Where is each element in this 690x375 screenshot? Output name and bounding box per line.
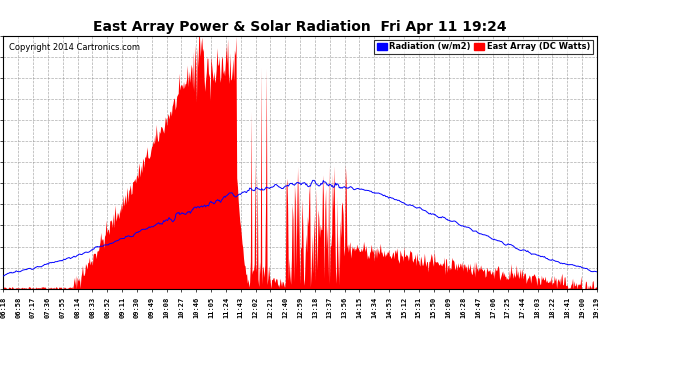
Title: East Array Power & Solar Radiation  Fri Apr 11 19:24: East Array Power & Solar Radiation Fri A… — [93, 21, 507, 34]
Text: Copyright 2014 Cartronics.com: Copyright 2014 Cartronics.com — [10, 43, 140, 52]
Legend: Radiation (w/m2), East Array (DC Watts): Radiation (w/m2), East Array (DC Watts) — [375, 40, 593, 54]
